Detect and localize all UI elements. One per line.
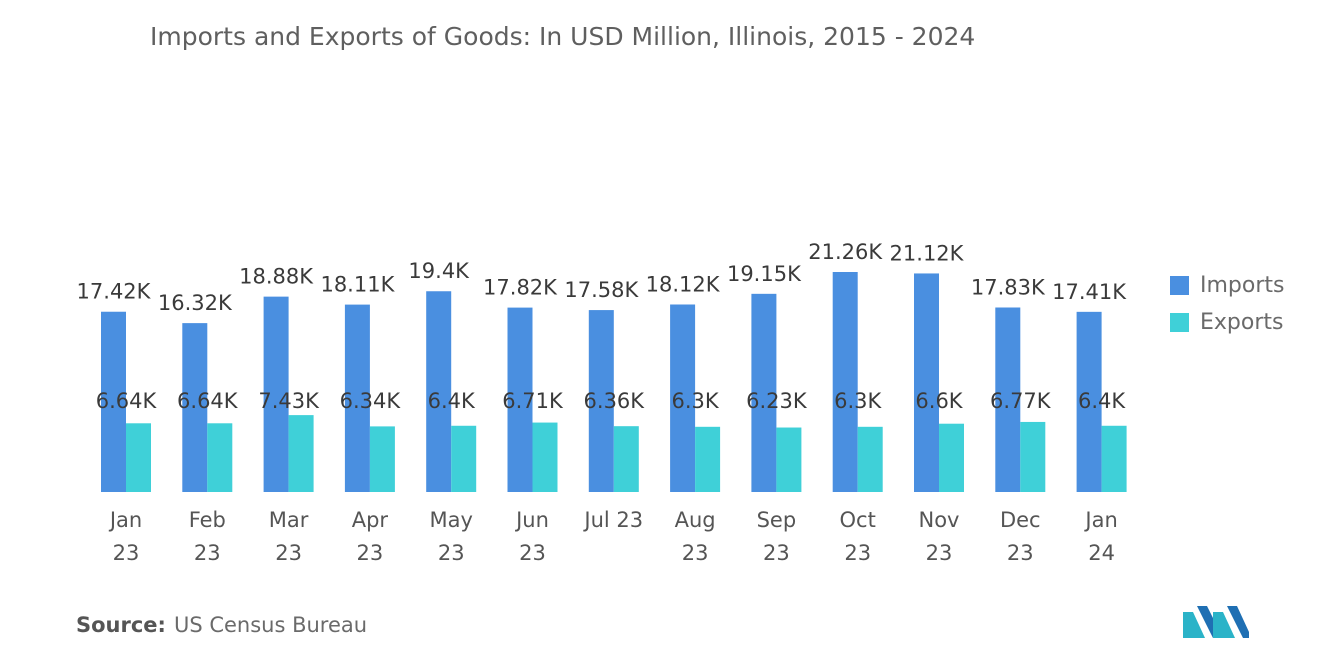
imports-data-label: 17.41K <box>1052 280 1127 304</box>
imports-bar <box>101 311 126 492</box>
x-tick-label: Jun <box>514 508 549 532</box>
imports-bar <box>507 307 533 492</box>
exports-data-label: 6.64K <box>177 389 239 413</box>
exports-bar <box>857 426 883 492</box>
imports-bar <box>670 304 696 492</box>
exports-bar <box>288 415 314 492</box>
imports-data-label: 21.12K <box>890 241 965 265</box>
exports-bar <box>369 426 395 492</box>
legend-swatch <box>1170 276 1189 295</box>
x-tick-label: 23 <box>926 541 953 565</box>
x-tick-label: Mar <box>269 508 309 532</box>
imports-data-label: 17.83K <box>971 275 1046 299</box>
x-tick-label: Sep <box>757 508 797 532</box>
exports-data-label: 7.43K <box>258 389 320 413</box>
x-tick-label: Jul 23 <box>582 508 643 532</box>
x-tick-label: 23 <box>682 541 709 565</box>
imports-bar <box>344 304 370 492</box>
exports-bar <box>451 425 477 492</box>
exports-bar <box>1020 421 1046 492</box>
bar-chart: 17.42K 6.64K Jan 23 16.32K 6.64K Feb 23 18.88K 7.… <box>77 240 1285 565</box>
mordor-intelligence-logo <box>1183 606 1249 638</box>
exports-data-label: 6.4K <box>1078 389 1126 413</box>
x-tick-label: Jan <box>1083 508 1117 532</box>
exports-bar <box>695 426 721 492</box>
exports-data-label: 6.6K <box>915 389 963 413</box>
exports-bar <box>126 423 151 492</box>
exports-data-label: 6.3K <box>834 389 882 413</box>
imports-data-label: 18.88K <box>239 265 314 289</box>
imports-bar <box>751 293 777 492</box>
imports-data-label: 17.42K <box>77 280 152 304</box>
exports-data-label: 6.4K <box>428 389 476 413</box>
x-tick-label: 24 <box>1088 541 1115 565</box>
imports-data-label: 16.32K <box>158 291 233 315</box>
x-tick-label: 23 <box>844 541 871 565</box>
imports-bar <box>832 272 858 492</box>
imports-bar <box>426 291 452 492</box>
x-tick-label: Apr <box>352 508 389 532</box>
exports-data-label: 6.64K <box>96 389 158 413</box>
legend-label: Exports <box>1200 310 1283 335</box>
x-tick-label: Oct <box>840 508 876 532</box>
imports-bar <box>1076 311 1102 492</box>
x-tick-label: 23 <box>519 541 546 565</box>
exports-bar <box>776 427 802 492</box>
exports-data-label: 6.36K <box>584 389 646 413</box>
imports-data-label: 21.26K <box>808 240 883 264</box>
exports-data-label: 6.77K <box>990 389 1052 413</box>
imports-bar <box>182 323 208 492</box>
chart-title: Imports and Exports of Goods: In USD Mil… <box>150 22 976 51</box>
imports-data-label: 17.58K <box>564 278 639 302</box>
x-tick-label: Feb <box>189 508 226 532</box>
imports-data-label: 19.4K <box>408 259 470 283</box>
exports-data-label: 6.23K <box>746 389 808 413</box>
imports-bar <box>914 273 939 492</box>
imports-data-label: 17.82K <box>483 276 558 300</box>
x-tick-label: 23 <box>113 541 140 565</box>
x-tick-label: 23 <box>763 541 790 565</box>
imports-data-label: 18.12K <box>646 272 721 296</box>
legend-swatch <box>1170 313 1189 332</box>
imports-data-label: 19.15K <box>727 262 802 286</box>
imports-data-label: 18.11K <box>320 273 395 297</box>
exports-bar <box>532 422 558 492</box>
x-tick-label: Dec <box>1000 508 1041 532</box>
exports-bar <box>939 423 964 492</box>
exports-bar <box>207 423 233 492</box>
x-tick-label: Aug <box>675 508 716 532</box>
legend-label: Imports <box>1200 273 1284 298</box>
exports-bar <box>613 426 639 492</box>
x-tick-label: May <box>429 508 472 532</box>
source-text: US Census Bureau <box>173 613 368 637</box>
x-tick-label: 23 <box>357 541 384 565</box>
x-tick-label: 23 <box>438 541 465 565</box>
exports-data-label: 6.34K <box>340 389 402 413</box>
x-tick-label: 23 <box>194 541 221 565</box>
x-tick-label: Nov <box>919 508 960 532</box>
exports-bar <box>1101 425 1127 492</box>
exports-data-label: 6.3K <box>672 389 720 413</box>
imports-bar <box>263 296 289 492</box>
x-tick-label: 23 <box>275 541 302 565</box>
imports-bar <box>995 307 1021 492</box>
x-tick-label: Jan <box>108 508 142 532</box>
source-note: Source: US Census Bureau <box>76 613 367 637</box>
source-label: Source: <box>76 613 166 637</box>
exports-data-label: 6.71K <box>502 389 564 413</box>
x-tick-label: 23 <box>1007 541 1034 565</box>
imports-bar <box>588 310 614 492</box>
